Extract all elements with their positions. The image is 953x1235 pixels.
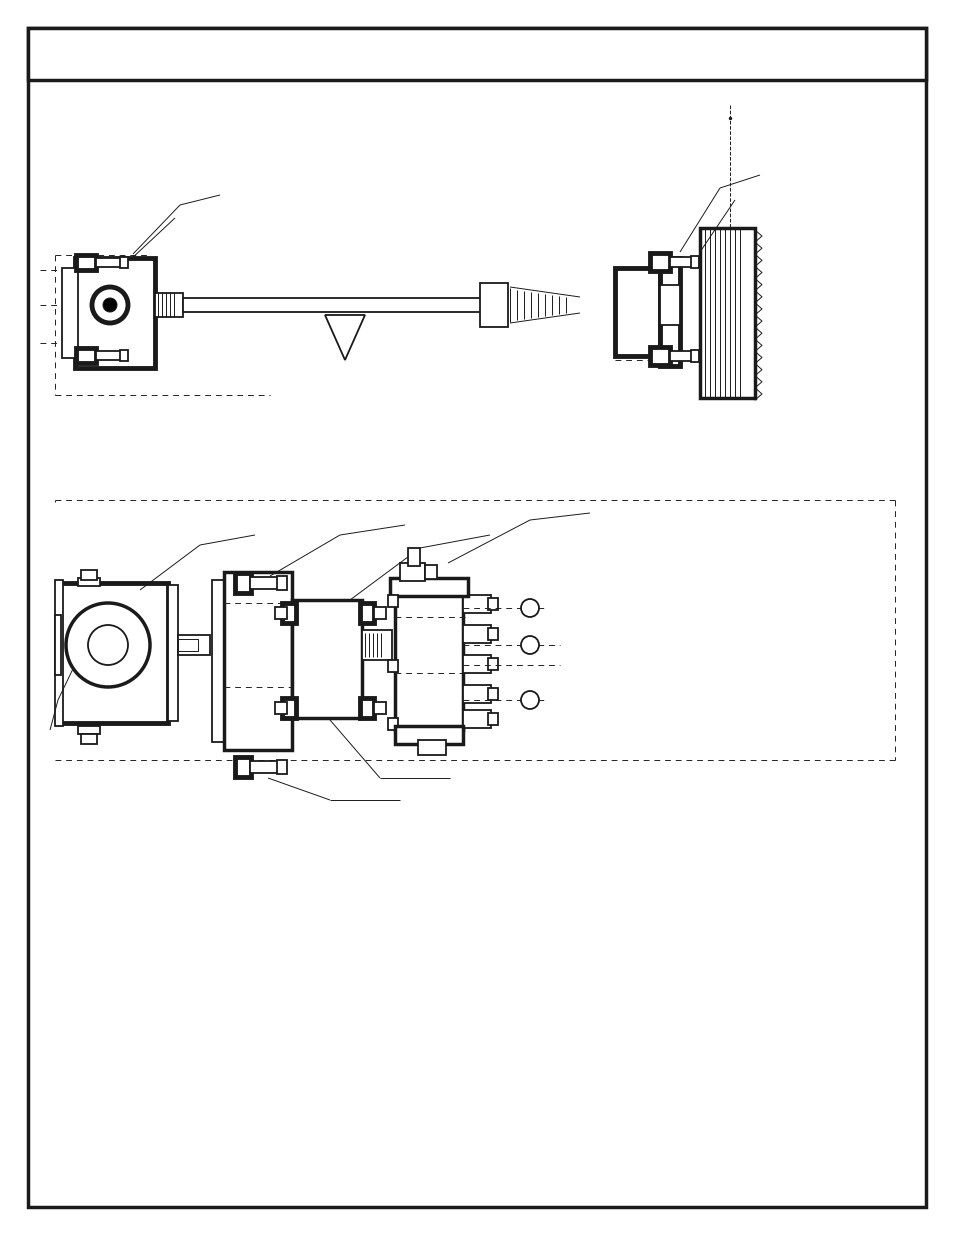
Bar bbox=[374, 606, 386, 619]
Circle shape bbox=[103, 298, 117, 312]
Bar bbox=[690, 350, 699, 362]
Bar bbox=[224, 572, 292, 750]
Bar bbox=[390, 578, 468, 597]
Bar bbox=[282, 698, 295, 718]
Bar bbox=[75, 258, 154, 368]
Circle shape bbox=[520, 692, 538, 709]
Bar bbox=[399, 563, 424, 580]
Bar bbox=[488, 598, 497, 610]
Polygon shape bbox=[325, 315, 365, 359]
Bar bbox=[58, 583, 168, 722]
Bar bbox=[276, 576, 287, 590]
Bar bbox=[488, 713, 497, 725]
Bar bbox=[690, 256, 699, 268]
Bar bbox=[395, 592, 462, 730]
Bar bbox=[388, 595, 397, 606]
Bar bbox=[250, 577, 277, 589]
Bar bbox=[234, 757, 251, 777]
Circle shape bbox=[520, 636, 538, 655]
Bar bbox=[282, 603, 295, 622]
Bar bbox=[276, 760, 287, 774]
Circle shape bbox=[520, 599, 538, 618]
Bar bbox=[62, 268, 78, 358]
Bar bbox=[462, 655, 491, 673]
Bar bbox=[212, 580, 224, 742]
Bar bbox=[408, 548, 419, 566]
Bar bbox=[462, 710, 491, 727]
Bar bbox=[374, 701, 386, 714]
Bar bbox=[700, 228, 754, 398]
Bar bbox=[462, 595, 491, 613]
Bar bbox=[462, 685, 491, 703]
Bar bbox=[78, 578, 100, 585]
Bar bbox=[96, 258, 121, 267]
Bar bbox=[234, 573, 251, 593]
Bar bbox=[154, 293, 183, 317]
Bar bbox=[81, 734, 97, 743]
Bar bbox=[388, 659, 397, 672]
Bar bbox=[274, 606, 287, 619]
Bar bbox=[669, 257, 691, 267]
Bar bbox=[488, 688, 497, 700]
Bar bbox=[96, 351, 121, 359]
Bar bbox=[28, 28, 925, 80]
Bar bbox=[178, 638, 198, 651]
Bar bbox=[292, 600, 361, 718]
Bar bbox=[168, 585, 178, 721]
Bar bbox=[274, 701, 287, 714]
Bar bbox=[78, 726, 100, 734]
Bar bbox=[76, 348, 96, 363]
Bar bbox=[659, 285, 679, 325]
Bar bbox=[76, 254, 96, 270]
Circle shape bbox=[88, 625, 128, 664]
Circle shape bbox=[66, 603, 150, 687]
Bar bbox=[388, 718, 397, 730]
Bar bbox=[488, 629, 497, 640]
Bar bbox=[417, 740, 446, 755]
Bar bbox=[359, 603, 374, 622]
Circle shape bbox=[91, 287, 128, 324]
Bar bbox=[424, 564, 436, 579]
Bar bbox=[250, 761, 277, 773]
Bar bbox=[183, 298, 482, 312]
Bar bbox=[615, 268, 659, 356]
Bar bbox=[55, 615, 61, 676]
Bar bbox=[488, 658, 497, 671]
Bar bbox=[659, 258, 679, 366]
Bar bbox=[462, 625, 491, 643]
Bar bbox=[479, 283, 507, 327]
Bar bbox=[120, 350, 128, 361]
Bar bbox=[395, 726, 462, 743]
Bar bbox=[649, 347, 669, 366]
Bar bbox=[178, 635, 210, 655]
Bar bbox=[669, 351, 691, 361]
Bar bbox=[649, 253, 669, 270]
Bar bbox=[359, 698, 374, 718]
Bar bbox=[120, 257, 128, 268]
Bar bbox=[81, 571, 97, 580]
Bar bbox=[55, 580, 63, 726]
Bar bbox=[361, 630, 392, 659]
